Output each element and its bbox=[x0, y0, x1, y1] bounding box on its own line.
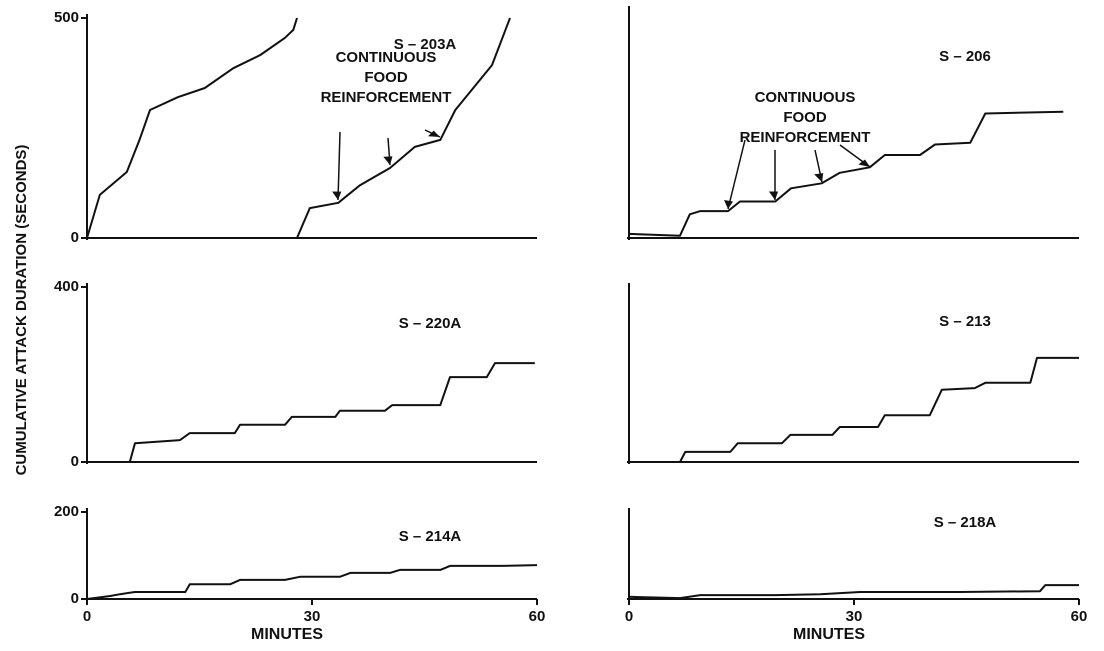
cumulative-record bbox=[629, 356, 1079, 463]
arrow-head bbox=[332, 191, 342, 200]
annotation: FOOD bbox=[364, 69, 407, 86]
y-tick-label: 400 bbox=[54, 278, 79, 295]
cumulative-record bbox=[296, 17, 511, 239]
panel-label: S – 206 bbox=[939, 48, 991, 65]
arrow-head bbox=[383, 156, 393, 165]
cumulative-record bbox=[628, 110, 1064, 237]
panel-label: S – 203A bbox=[394, 36, 457, 53]
annotation: CONTINUOUS bbox=[336, 49, 437, 66]
x-tick-label: 0 bbox=[625, 608, 633, 625]
cumulative-record bbox=[86, 564, 538, 600]
y-tick-label: 200 bbox=[54, 503, 79, 520]
annotation-arrow bbox=[727, 139, 746, 210]
y-tick-label: 0 bbox=[71, 453, 79, 470]
y-tick-label: 500 bbox=[54, 9, 79, 26]
panel-label: S – 214A bbox=[399, 528, 462, 545]
x-tick-label: 30 bbox=[304, 608, 321, 625]
arrow-head bbox=[814, 173, 824, 182]
y-tick-label: 0 bbox=[71, 590, 79, 607]
cumulative-record bbox=[628, 584, 1079, 600]
panel-label: S – 213 bbox=[939, 313, 991, 330]
panel-label: S – 220A bbox=[399, 315, 462, 332]
annotation: CONTINUOUS bbox=[755, 89, 856, 106]
y-axis-label: CUMULATIVE ATTACK DURATION (SECONDS) bbox=[13, 145, 30, 476]
cumulative-record bbox=[86, 17, 298, 239]
cumulative-record bbox=[87, 362, 535, 463]
x-axis-label: MINUTES bbox=[251, 626, 323, 643]
x-tick-label: 60 bbox=[529, 608, 546, 625]
x-axis-label: MINUTES bbox=[793, 626, 865, 643]
annotation: REINFORCEMENT bbox=[740, 129, 871, 146]
panel-label: S – 218A bbox=[934, 514, 997, 531]
annotation-arrow bbox=[337, 131, 341, 201]
arrow-head bbox=[858, 159, 870, 167]
x-tick-label: 30 bbox=[846, 608, 863, 625]
annotation: FOOD bbox=[783, 109, 826, 126]
arrow-head bbox=[768, 191, 779, 200]
x-tick-label: 60 bbox=[1071, 608, 1088, 625]
arrow-head bbox=[428, 130, 440, 137]
x-tick-label: 0 bbox=[83, 608, 91, 625]
y-tick-label: 0 bbox=[71, 229, 79, 246]
arrow-head bbox=[724, 200, 734, 209]
annotation: REINFORCEMENT bbox=[321, 89, 452, 106]
